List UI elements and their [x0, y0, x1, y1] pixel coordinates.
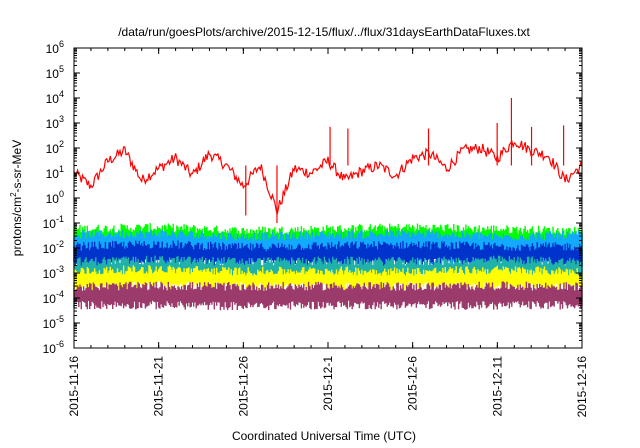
y-tick-label-0: 106 [46, 39, 64, 56]
y-tick-label-2: 104 [46, 89, 64, 106]
y-tick-label-10: 10-4 [43, 289, 64, 306]
x-tick-label-6: 2015-12-16 [575, 356, 589, 418]
y-axis-label-prefix: protons/cm [10, 197, 24, 256]
y-tick-label-7: 10-1 [43, 214, 64, 231]
x-tick-label-3: 2015-12-1 [321, 356, 335, 411]
y-tick-label-11: 10-5 [43, 314, 64, 331]
y-axis-label-suffix: -s-sr-MeV [10, 140, 24, 193]
y-tick-label-12: 10-6 [43, 339, 64, 356]
chart-title: /data/run/goesPlots/archive/2015-12-15/f… [118, 25, 530, 39]
y-tick-label-6: 100 [46, 189, 64, 206]
x-tick-label-1: 2015-11-21 [152, 356, 166, 417]
x-axis: 2015-11-16 2015-11-21 2015-11-26 2015-12-1 2… [67, 48, 589, 417]
y-tick-label-9: 10-3 [43, 264, 64, 281]
plot-area [73, 98, 583, 311]
x-tick-label-4: 2015-12-6 [406, 356, 420, 411]
y-axis-label-superscript: 2 [9, 192, 18, 197]
x-axis-label: Coordinated Universal Time (UTC) [232, 429, 416, 443]
y-tick-label-3: 103 [46, 114, 64, 131]
y-tick-label-4: 102 [46, 139, 64, 156]
y-axis-label: protons/cm2-s-sr-MeV [9, 140, 24, 256]
y-tick-label-5: 101 [46, 164, 64, 181]
x-tick-label-5: 2015-12-11 [490, 356, 504, 417]
y-tick-label-8: 10-2 [43, 239, 64, 256]
series-0-line [73, 139, 583, 215]
y-tick-label-1: 105 [46, 64, 64, 81]
x-tick-label-2: 2015-11-26 [236, 356, 250, 417]
y-axis: 106 105 104 103 102 101 100 10-1 10-2 10-3 10-4 10-… [43, 39, 582, 356]
x-tick-label-0: 2015-11-16 [67, 356, 81, 417]
